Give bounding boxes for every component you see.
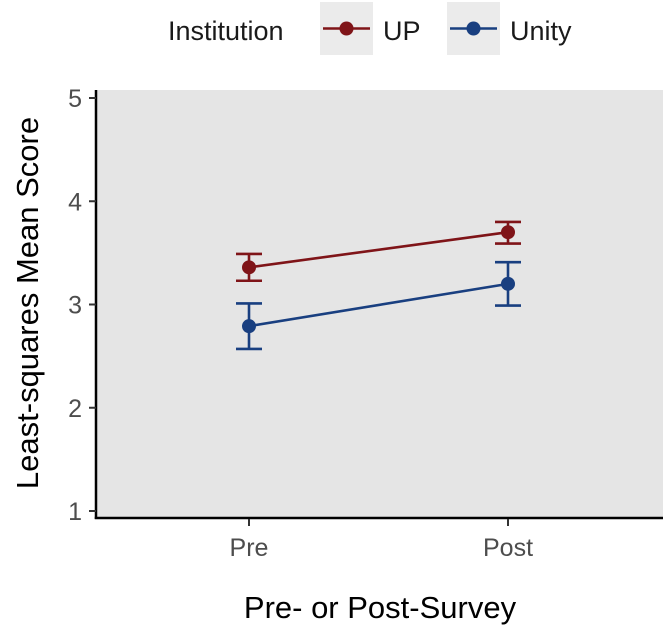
- series-unity: [236, 260, 521, 351]
- y-axis-ticks: 1 2 3 4 5: [68, 85, 96, 526]
- x-axis-ticks: Pre Post: [230, 519, 533, 562]
- y-tick-label: 4: [68, 188, 82, 216]
- legend-label: Unity: [510, 16, 572, 46]
- y-tick-label: 2: [68, 395, 82, 423]
- data-point: [501, 225, 515, 240]
- series-line: [248, 230, 509, 269]
- legend-label: UP: [383, 16, 421, 46]
- legend: Institution UP Unity: [168, 2, 572, 55]
- y-tick-label: 5: [68, 85, 82, 113]
- legend-title: Institution: [168, 16, 284, 46]
- y-tick-label: 3: [68, 292, 82, 320]
- legend-items: UP Unity: [320, 2, 572, 55]
- data-point: [501, 276, 515, 291]
- data-point: [242, 319, 256, 334]
- series-up: [236, 220, 521, 283]
- legend-key-point: [339, 21, 354, 36]
- x-axis-title: Pre- or Post-Survey: [244, 590, 517, 625]
- legend-key-point: [466, 21, 481, 36]
- plot-panel: [96, 90, 663, 517]
- x-tick-label: Pre: [230, 534, 269, 562]
- y-axis-title: Least-squares Mean Score: [10, 117, 45, 489]
- series-line: [248, 282, 509, 328]
- legend-item-up: UP: [320, 2, 421, 55]
- y-tick-label: 1: [68, 498, 82, 526]
- data-point: [242, 260, 256, 275]
- legend-item-unity: Unity: [447, 2, 572, 55]
- x-tick-label: Post: [483, 534, 533, 562]
- chart-marks: [236, 220, 521, 351]
